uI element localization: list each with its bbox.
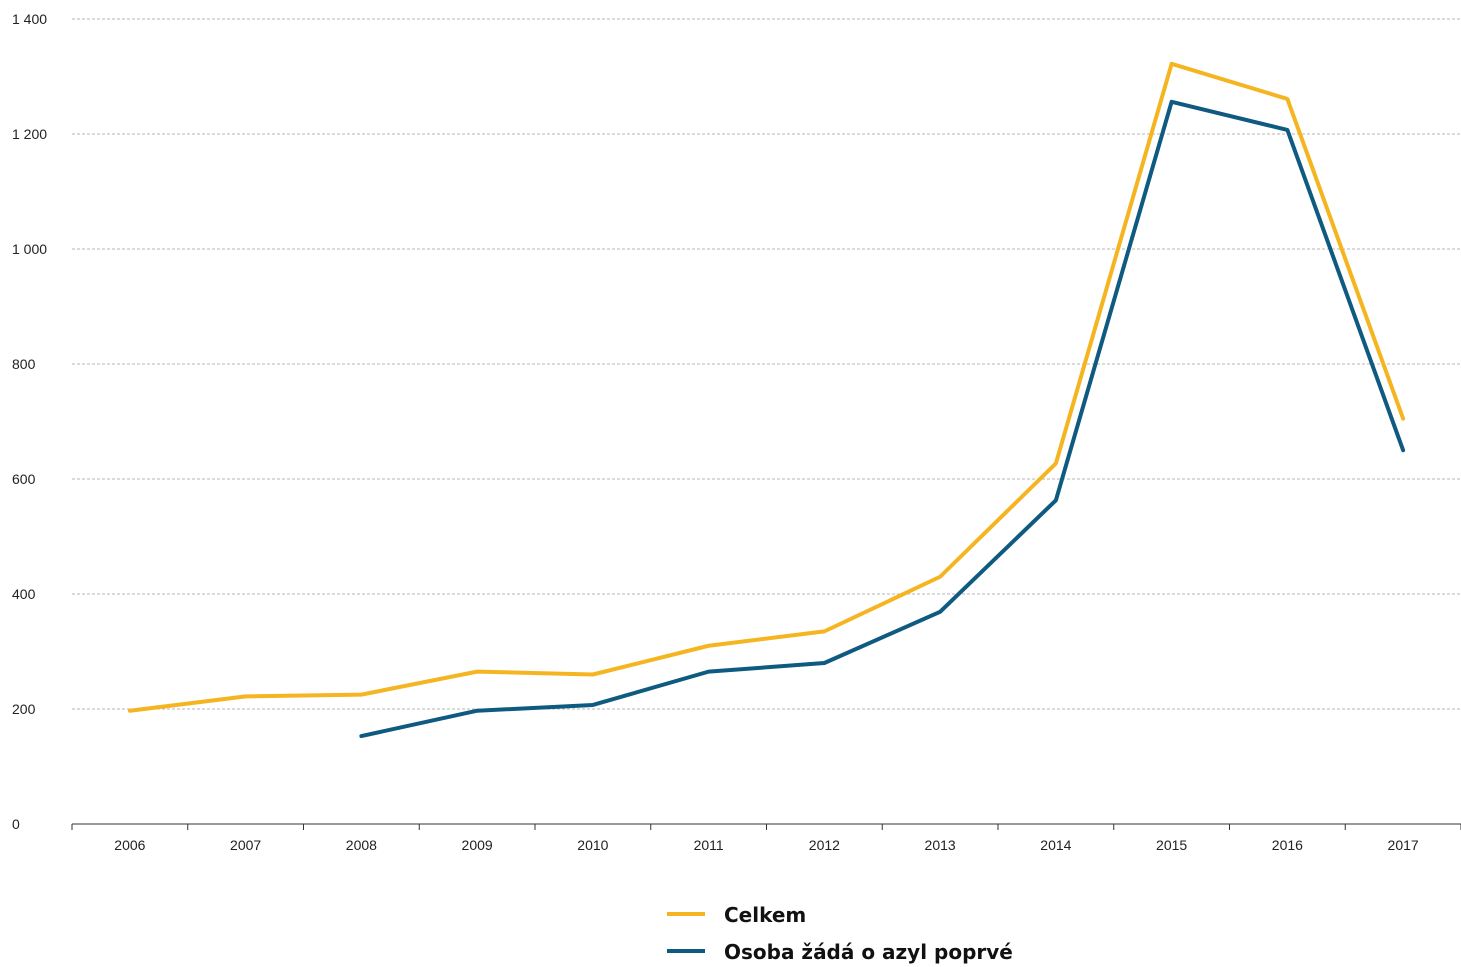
legend: Celkem Osoba žádá o azyl poprvé (667, 903, 1013, 964)
series-line (127, 61, 1406, 713)
x-tick-label: 2015 (1156, 837, 1187, 853)
x-tick-label: 2007 (230, 837, 261, 853)
y-tick-label: 400 (12, 586, 36, 602)
x-tick-label: 2011 (694, 837, 724, 853)
y-tick-label: 600 (12, 471, 36, 487)
x-tick-label: 2012 (809, 837, 840, 853)
x-axis (71, 823, 1461, 830)
x-tick-label: 2016 (1272, 837, 1303, 853)
y-axis-tick-labels: 0 200 400 600 800 1 000 1 200 1 400 (12, 11, 47, 832)
series-line (359, 99, 1406, 739)
legend-label: Osoba žádá o azyl poprvé (724, 940, 1013, 964)
x-tick-label: 2009 (462, 837, 493, 853)
y-tick-label: 1 400 (12, 11, 47, 27)
y-tick-label: 1 200 (12, 126, 47, 142)
series-lines (127, 61, 1406, 739)
x-tick-label: 2008 (346, 837, 377, 853)
gridlines (72, 18, 1461, 710)
x-tick-label: 2013 (925, 837, 956, 853)
y-tick-label: 200 (12, 701, 36, 717)
y-tick-label: 0 (12, 816, 20, 832)
y-tick-label: 800 (12, 356, 36, 372)
y-tick-label: 1 000 (12, 241, 47, 257)
x-tick-label: 2017 (1388, 837, 1419, 853)
legend-label: Celkem (724, 903, 806, 927)
x-tick-label: 2014 (1040, 837, 1071, 853)
x-axis-tick-labels: 2006 2007 2008 2009 2010 2011 2012 2013 2014 2015… (114, 837, 1419, 853)
x-tick-label: 2006 (114, 837, 145, 853)
x-tick-label: 2010 (577, 837, 608, 853)
